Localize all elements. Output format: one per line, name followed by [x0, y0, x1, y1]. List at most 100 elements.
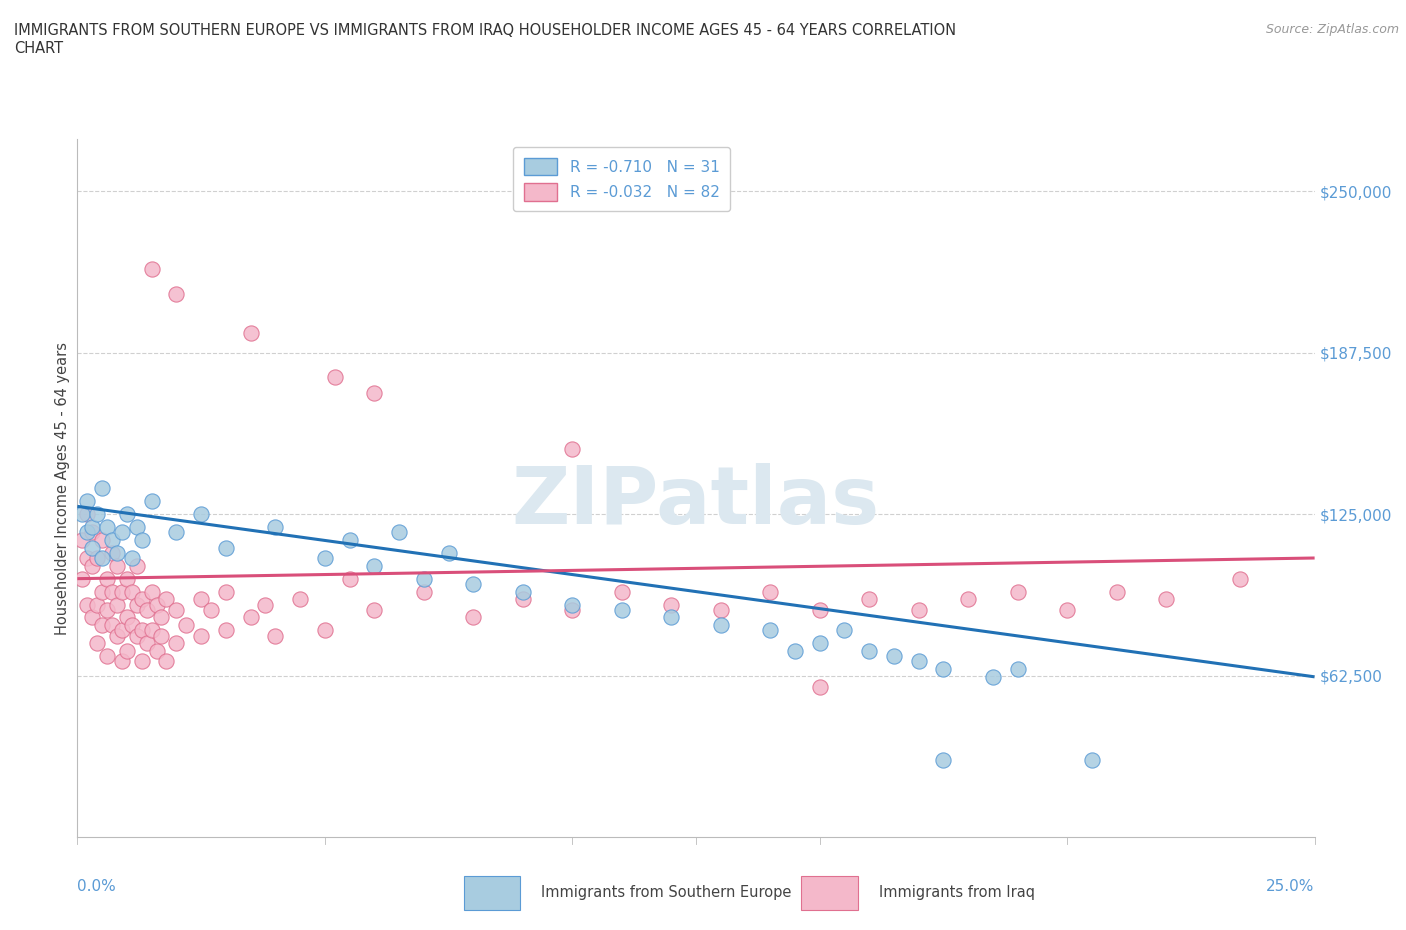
Point [463, 610, 485, 625]
Point [111, 654, 134, 669]
Point [91, 481, 114, 496]
Point [111, 623, 134, 638]
Point [82, 610, 104, 625]
Point [145, 597, 167, 612]
Point [1105, 584, 1128, 599]
Point [91, 584, 114, 599]
Point [121, 584, 143, 599]
Point [72, 507, 94, 522]
Point [115, 610, 138, 625]
Point [121, 551, 143, 565]
Point [145, 644, 167, 658]
Point [141, 261, 163, 276]
Point [759, 623, 782, 638]
Point [165, 287, 187, 302]
Point [141, 494, 163, 509]
FancyBboxPatch shape [464, 876, 520, 910]
Point [72, 571, 94, 586]
Point [101, 584, 124, 599]
Point [215, 540, 238, 555]
Point [82, 525, 104, 539]
Point [165, 636, 187, 651]
Point [105, 558, 128, 573]
Point [254, 597, 277, 612]
Point [239, 326, 262, 340]
Point [1229, 571, 1251, 586]
Point [105, 628, 128, 643]
Point [141, 623, 163, 638]
Point [82, 540, 104, 555]
Point [115, 571, 138, 586]
Point [561, 597, 583, 612]
Point [808, 680, 831, 695]
Point [105, 545, 128, 560]
Text: 0.0%: 0.0% [77, 879, 117, 894]
Point [111, 525, 134, 539]
Point [759, 584, 782, 599]
Text: 25.0%: 25.0% [1267, 879, 1315, 894]
Point [125, 597, 148, 612]
Point [239, 610, 262, 625]
Point [314, 551, 336, 565]
Point [76, 525, 98, 539]
Point [858, 644, 880, 658]
Point [165, 525, 187, 539]
Point [907, 654, 929, 669]
Point [363, 385, 385, 400]
Point [150, 610, 173, 625]
Point [86, 597, 108, 612]
Text: Immigrants from Iraq: Immigrants from Iraq [879, 885, 1035, 900]
Point [91, 533, 114, 548]
Point [101, 533, 124, 548]
Point [512, 584, 534, 599]
FancyBboxPatch shape [801, 876, 858, 910]
Point [91, 551, 114, 565]
Point [141, 584, 163, 599]
Point [111, 584, 134, 599]
Point [710, 618, 733, 632]
Point [190, 628, 212, 643]
Point [932, 661, 955, 676]
Text: Source: ZipAtlas.com: Source: ZipAtlas.com [1265, 23, 1399, 36]
Point [1007, 661, 1029, 676]
Point [125, 520, 148, 535]
Point [86, 551, 108, 565]
Point [72, 533, 94, 548]
Point [314, 623, 336, 638]
Point [215, 623, 238, 638]
Point [96, 603, 118, 618]
Point [76, 551, 98, 565]
Point [190, 507, 212, 522]
Y-axis label: Householder Income Ages 45 - 64 years: Householder Income Ages 45 - 64 years [55, 341, 70, 635]
Point [808, 636, 831, 651]
Point [76, 597, 98, 612]
Point [710, 603, 733, 618]
Point [174, 618, 197, 632]
Point [363, 558, 385, 573]
Point [981, 670, 1004, 684]
Point [561, 603, 583, 618]
Point [363, 603, 385, 618]
Point [131, 623, 153, 638]
Point [957, 591, 980, 606]
Point [561, 442, 583, 457]
Point [131, 591, 153, 606]
Point [135, 603, 157, 618]
Point [834, 623, 856, 638]
Point [96, 649, 118, 664]
Point [155, 654, 177, 669]
Point [858, 591, 880, 606]
Point [190, 591, 212, 606]
Point [101, 618, 124, 632]
Point [610, 584, 633, 599]
Text: ZIPatlas: ZIPatlas [512, 463, 880, 541]
Point [82, 558, 104, 573]
Point [115, 507, 138, 522]
Text: Immigrants from Southern Europe: Immigrants from Southern Europe [541, 885, 792, 900]
Point [1007, 584, 1029, 599]
Point [96, 520, 118, 535]
Point [610, 603, 633, 618]
Point [131, 533, 153, 548]
Point [1154, 591, 1177, 606]
Point [131, 654, 153, 669]
